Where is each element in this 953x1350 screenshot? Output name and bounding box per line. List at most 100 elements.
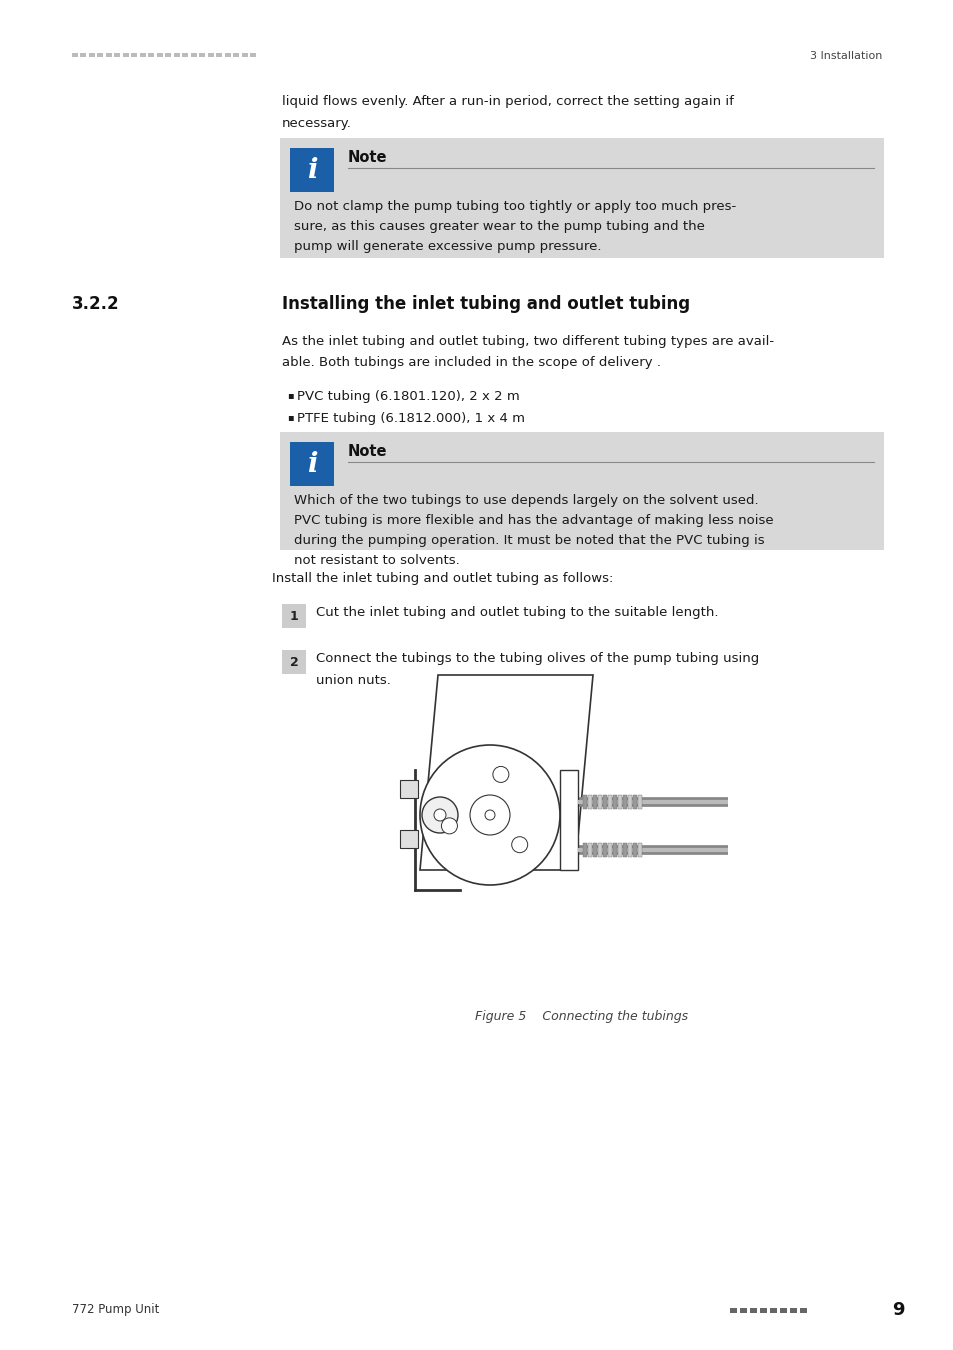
Bar	[602, 795, 606, 809]
Circle shape	[419, 745, 559, 886]
Text: Note: Note	[348, 444, 387, 459]
Bar	[622, 795, 626, 809]
Bar	[280, 138, 883, 258]
Text: Figure 5    Connecting the tubings: Figure 5 Connecting the tubings	[475, 1010, 688, 1023]
Bar	[106, 53, 112, 57]
Text: Which of the two tubings to use depends largely on the solvent used.: Which of the two tubings to use depends …	[294, 494, 758, 508]
Bar	[618, 795, 621, 809]
Bar	[760, 1308, 766, 1314]
Bar	[638, 842, 641, 857]
Bar	[740, 1308, 746, 1314]
Text: Note: Note	[348, 150, 387, 165]
Text: 772 Pump Unit: 772 Pump Unit	[71, 1304, 159, 1316]
Bar	[165, 53, 172, 57]
Text: Do not clamp the pump tubing too tightly or apply too much pres-: Do not clamp the pump tubing too tightly…	[294, 200, 736, 213]
Bar	[114, 53, 120, 57]
Text: 1: 1	[290, 609, 298, 622]
Text: PVC tubing is more flexible and has the advantage of making less noise: PVC tubing is more flexible and has the …	[294, 514, 773, 526]
Bar	[613, 795, 617, 809]
Bar	[208, 53, 213, 57]
Text: 3.2.2: 3.2.2	[71, 296, 119, 313]
Text: PVC tubing (6.1801.120), 2 x 2 m: PVC tubing (6.1801.120), 2 x 2 m	[296, 390, 519, 404]
Bar	[587, 795, 592, 809]
Circle shape	[421, 796, 457, 833]
Text: pump will generate excessive pump pressure.: pump will generate excessive pump pressu…	[294, 240, 601, 252]
Circle shape	[493, 767, 508, 783]
Bar	[607, 842, 612, 857]
Text: sure, as this causes greater wear to the pump tubing and the: sure, as this causes greater wear to the…	[294, 220, 704, 234]
Bar	[242, 53, 248, 57]
Circle shape	[470, 795, 510, 836]
Bar	[622, 842, 626, 857]
Circle shape	[484, 810, 495, 819]
Text: not resistant to solvents.: not resistant to solvents.	[294, 554, 459, 567]
Text: during the pumping operation. It must be noted that the PVC tubing is: during the pumping operation. It must be…	[294, 535, 763, 547]
Bar	[225, 53, 231, 57]
Text: necessary.: necessary.	[282, 117, 352, 130]
Circle shape	[434, 809, 446, 821]
Bar	[607, 795, 612, 809]
Bar	[618, 842, 621, 857]
Text: Installing the inlet tubing and outlet tubing: Installing the inlet tubing and outlet t…	[282, 296, 689, 313]
Bar	[593, 795, 597, 809]
Text: union nuts.: union nuts.	[315, 674, 391, 687]
Bar	[280, 432, 883, 549]
Bar	[627, 842, 631, 857]
Bar	[132, 53, 137, 57]
Bar	[191, 53, 196, 57]
Bar	[282, 649, 306, 674]
Bar	[638, 795, 641, 809]
Bar	[627, 795, 631, 809]
Bar	[800, 1308, 806, 1314]
Text: Install the inlet tubing and outlet tubing as follows:: Install the inlet tubing and outlet tubi…	[272, 572, 613, 585]
Bar	[559, 769, 578, 869]
Bar	[582, 795, 586, 809]
Bar	[216, 53, 222, 57]
Bar	[140, 53, 146, 57]
Bar	[123, 53, 129, 57]
Bar	[587, 842, 592, 857]
Text: PTFE tubing (6.1812.000), 1 x 4 m: PTFE tubing (6.1812.000), 1 x 4 m	[296, 412, 524, 425]
Text: Cut the inlet tubing and outlet tubing to the suitable length.: Cut the inlet tubing and outlet tubing t…	[315, 606, 718, 620]
Bar	[71, 53, 78, 57]
Text: able. Both tubings are included in the scope of delivery .: able. Both tubings are included in the s…	[282, 356, 660, 369]
Bar	[602, 842, 606, 857]
Text: i: i	[307, 157, 317, 184]
Circle shape	[441, 818, 456, 834]
Bar	[633, 795, 637, 809]
Bar	[399, 780, 417, 798]
Bar	[729, 1308, 737, 1314]
Bar	[182, 53, 189, 57]
Text: i: i	[307, 451, 317, 478]
Text: Connect the tubings to the tubing olives of the pump tubing using: Connect the tubings to the tubing olives…	[315, 652, 759, 666]
Circle shape	[511, 837, 527, 853]
Bar	[97, 53, 103, 57]
Bar	[749, 1308, 757, 1314]
Bar	[598, 795, 601, 809]
Bar	[80, 53, 87, 57]
Bar	[89, 53, 95, 57]
Bar	[789, 1308, 796, 1314]
Bar	[149, 53, 154, 57]
Text: liquid flows evenly. After a run-in period, correct the setting again if: liquid flows evenly. After a run-in peri…	[282, 95, 733, 108]
Bar	[582, 842, 586, 857]
Text: 2: 2	[290, 656, 298, 668]
Text: 3 Installation: 3 Installation	[809, 51, 882, 61]
Bar	[173, 53, 180, 57]
Bar	[613, 842, 617, 857]
Text: 9: 9	[891, 1301, 903, 1319]
Text: As the inlet tubing and outlet tubing, two different tubing types are avail-: As the inlet tubing and outlet tubing, t…	[282, 335, 773, 348]
Bar	[157, 53, 163, 57]
Text: ▪: ▪	[287, 390, 294, 400]
Bar	[290, 148, 334, 192]
Bar	[290, 441, 334, 486]
Bar	[780, 1308, 786, 1314]
Bar	[233, 53, 239, 57]
Bar	[769, 1308, 776, 1314]
Bar	[282, 603, 306, 628]
Bar	[399, 830, 417, 848]
Bar	[199, 53, 205, 57]
Bar	[251, 53, 256, 57]
Bar	[598, 842, 601, 857]
Polygon shape	[419, 675, 593, 869]
